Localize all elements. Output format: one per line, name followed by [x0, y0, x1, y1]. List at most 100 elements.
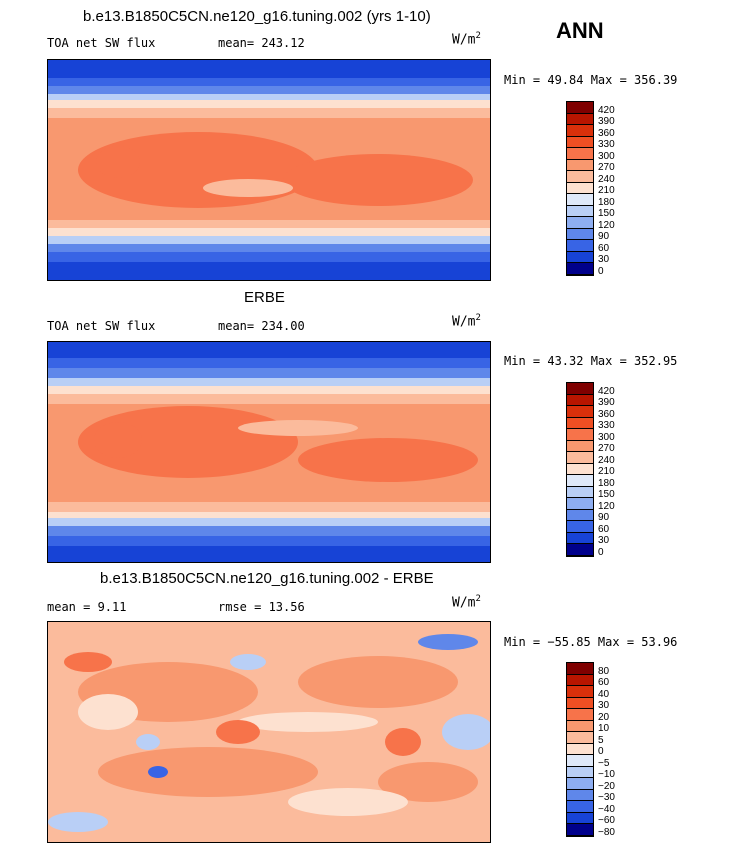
- panel-2-title: ERBE: [244, 289, 285, 306]
- colorbar-swatch: [567, 709, 593, 721]
- colorbar-swatch: [567, 194, 593, 206]
- colorbar-swatch: [567, 532, 593, 544]
- colorbar-tick-label: 60: [598, 677, 610, 689]
- colorbar-tick-label: 330: [598, 420, 615, 432]
- colorbar-swatch: [567, 766, 593, 778]
- panel-3-field: [48, 622, 490, 842]
- colorbar-swatch: [567, 697, 593, 709]
- colorbar-tick-label: 270: [598, 443, 615, 455]
- colorbar-swatch: [567, 498, 593, 510]
- colorbar-swatch: [567, 452, 593, 464]
- colorbar-tick-label: 180: [598, 477, 615, 489]
- panel-1-field: [48, 60, 490, 280]
- panel-3-title: b.e13.B1850C5CN.ne120_g16.tuning.002 - E…: [100, 570, 434, 587]
- panel-3-colorbar: [566, 662, 594, 837]
- panel-3-minmax: Min = −55.85 Max = 53.96: [504, 635, 678, 649]
- colorbar-swatch: [567, 159, 593, 171]
- colorbar-tick-label: 390: [598, 397, 615, 409]
- colorbar-tick-label: −60: [598, 815, 615, 827]
- colorbar-swatch: [567, 440, 593, 452]
- colorbar-tick-label: −40: [598, 803, 615, 815]
- colorbar-swatch: [567, 463, 593, 475]
- colorbar-tick-label: 330: [598, 139, 615, 151]
- panel-1-map: [47, 59, 491, 281]
- panel-2-colorbar: [566, 382, 594, 557]
- colorbar-swatch: [567, 182, 593, 194]
- colorbar-tick-label: 360: [598, 408, 615, 420]
- panel-1-variable-label: TOA net SW flux: [47, 36, 156, 50]
- panel-3-mean-label: mean = 9.11: [47, 600, 127, 614]
- panel-3-unit-label: W/m2: [452, 594, 481, 611]
- colorbar-swatch: [567, 686, 593, 698]
- colorbar-tick-label: 240: [598, 173, 615, 185]
- colorbar-swatch: [567, 429, 593, 441]
- colorbar-swatch: [567, 812, 593, 824]
- colorbar-swatch: [567, 663, 593, 675]
- colorbar-tick-label: 390: [598, 116, 615, 128]
- colorbar-tick-label: −20: [598, 780, 615, 792]
- colorbar-tick-label: −80: [598, 826, 615, 838]
- colorbar-tick-label: 210: [598, 466, 615, 478]
- panel-2-unit-label: W/m2: [452, 313, 481, 330]
- panel-3-rmse-label: rmse = 13.56: [218, 600, 305, 614]
- panel-1-minmax: Min = 49.84 Max = 356.39: [504, 73, 678, 87]
- colorbar-swatch: [567, 674, 593, 686]
- panel-2-minmax: Min = 43.32 Max = 352.95: [504, 354, 678, 368]
- colorbar-tick-label: 180: [598, 196, 615, 208]
- colorbar-tick-label: 150: [598, 208, 615, 220]
- colorbar-tick-label: −30: [598, 792, 615, 804]
- colorbar-tick-label: 300: [598, 431, 615, 443]
- colorbar-tick-label: 270: [598, 162, 615, 174]
- colorbar-tick-label: 5: [598, 734, 604, 746]
- colorbar-swatch: [567, 171, 593, 183]
- panel-3-map: [47, 621, 491, 843]
- panel-2-mean-label: mean= 234.00: [218, 319, 305, 333]
- colorbar-tick-label: 90: [598, 512, 610, 524]
- panel-1-mean-label: mean= 243.12: [218, 36, 305, 50]
- colorbar-tick-label: 60: [598, 242, 610, 254]
- colorbar-tick-label: −10: [598, 769, 615, 781]
- colorbar-tick-label: 240: [598, 454, 615, 466]
- colorbar-swatch: [567, 240, 593, 252]
- colorbar-swatch: [567, 406, 593, 418]
- colorbar-swatch: [567, 824, 593, 836]
- colorbar-tick-label: 0: [598, 746, 604, 758]
- colorbar-tick-label: 0: [598, 546, 604, 558]
- panel-2-variable-label: TOA net SW flux: [47, 319, 156, 333]
- season-label: ANN: [556, 18, 604, 43]
- colorbar-tick-label: 150: [598, 489, 615, 501]
- colorbar-tick-label: 300: [598, 150, 615, 162]
- colorbar-swatch: [567, 755, 593, 767]
- colorbar-tick-label: 20: [598, 711, 610, 723]
- panel-2-map: [47, 341, 491, 563]
- panel-1-title: b.e13.B1850C5CN.ne120_g16.tuning.002 (yr…: [83, 8, 431, 25]
- colorbar-swatch: [567, 148, 593, 160]
- colorbar-swatch: [567, 113, 593, 125]
- colorbar-tick-label: 30: [598, 254, 610, 266]
- colorbar-swatch: [567, 801, 593, 813]
- colorbar-swatch: [567, 778, 593, 790]
- colorbar-tick-label: 360: [598, 127, 615, 139]
- colorbar-tick-label: 90: [598, 231, 610, 243]
- colorbar-swatch: [567, 125, 593, 137]
- colorbar-tick-label: 0: [598, 265, 604, 277]
- colorbar-tick-label: 40: [598, 688, 610, 700]
- colorbar-tick-label: 60: [598, 523, 610, 535]
- colorbar-tick-label: −5: [598, 757, 610, 769]
- colorbar-swatch: [567, 486, 593, 498]
- colorbar-tick-label: 120: [598, 219, 615, 231]
- colorbar-swatch: [567, 743, 593, 755]
- colorbar-swatch: [567, 509, 593, 521]
- colorbar-swatch: [567, 789, 593, 801]
- colorbar-swatch: [567, 263, 593, 275]
- panel-2-field: [48, 342, 490, 562]
- colorbar-tick-label: 10: [598, 723, 610, 735]
- colorbar-swatch: [567, 136, 593, 148]
- colorbar-swatch: [567, 205, 593, 217]
- colorbar-tick-label: 420: [598, 104, 615, 116]
- colorbar-swatch: [567, 732, 593, 744]
- colorbar-swatch: [567, 720, 593, 732]
- panel-1-unit-label: W/m2: [452, 31, 481, 48]
- colorbar-swatch: [567, 228, 593, 240]
- colorbar-swatch: [567, 102, 593, 114]
